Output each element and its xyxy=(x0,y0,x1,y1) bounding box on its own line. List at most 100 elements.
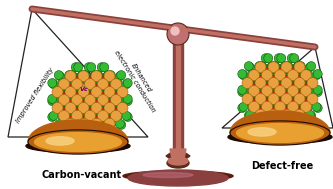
Circle shape xyxy=(307,62,316,71)
Circle shape xyxy=(85,79,96,90)
Circle shape xyxy=(268,93,279,104)
Circle shape xyxy=(307,93,316,102)
Circle shape xyxy=(250,99,258,107)
Ellipse shape xyxy=(236,124,323,142)
Circle shape xyxy=(264,85,273,94)
Circle shape xyxy=(274,101,283,110)
Circle shape xyxy=(271,94,280,103)
Polygon shape xyxy=(8,9,148,137)
Circle shape xyxy=(78,86,87,95)
Circle shape xyxy=(274,119,283,128)
Circle shape xyxy=(261,72,270,81)
Circle shape xyxy=(294,62,305,73)
Circle shape xyxy=(303,85,312,94)
Circle shape xyxy=(73,108,81,116)
Circle shape xyxy=(266,63,275,72)
Circle shape xyxy=(109,111,118,120)
Circle shape xyxy=(106,84,114,92)
Circle shape xyxy=(91,71,100,80)
Circle shape xyxy=(65,105,74,114)
Circle shape xyxy=(251,88,260,97)
Circle shape xyxy=(265,102,274,111)
Circle shape xyxy=(298,94,307,103)
Circle shape xyxy=(48,97,57,106)
Circle shape xyxy=(104,102,113,111)
Circle shape xyxy=(282,107,290,115)
Circle shape xyxy=(248,88,257,97)
Circle shape xyxy=(71,110,80,119)
Circle shape xyxy=(244,62,253,71)
Circle shape xyxy=(258,63,267,72)
Circle shape xyxy=(299,71,308,80)
Circle shape xyxy=(67,120,76,129)
Circle shape xyxy=(74,63,83,72)
Circle shape xyxy=(64,88,73,97)
Circle shape xyxy=(302,99,310,107)
Circle shape xyxy=(239,71,248,80)
Circle shape xyxy=(271,79,280,88)
Circle shape xyxy=(98,79,109,90)
Circle shape xyxy=(117,120,126,129)
Circle shape xyxy=(86,92,94,100)
Circle shape xyxy=(111,94,122,105)
Circle shape xyxy=(77,72,86,81)
Circle shape xyxy=(278,87,287,95)
Circle shape xyxy=(300,101,311,112)
Circle shape xyxy=(251,72,260,81)
Circle shape xyxy=(54,102,63,111)
Circle shape xyxy=(242,77,253,89)
Circle shape xyxy=(87,97,96,106)
Circle shape xyxy=(122,80,131,89)
Text: Improved flexibility: Improved flexibility xyxy=(15,66,55,124)
Circle shape xyxy=(307,111,316,120)
Circle shape xyxy=(78,105,87,114)
Circle shape xyxy=(67,84,75,92)
Circle shape xyxy=(70,111,79,120)
Circle shape xyxy=(292,110,301,119)
Circle shape xyxy=(282,91,290,99)
Ellipse shape xyxy=(46,137,74,145)
Circle shape xyxy=(78,118,89,129)
Circle shape xyxy=(78,89,87,98)
Ellipse shape xyxy=(128,170,228,186)
Circle shape xyxy=(87,112,96,122)
Text: Carbon-vacant: Carbon-vacant xyxy=(42,170,122,180)
Circle shape xyxy=(97,112,106,122)
Circle shape xyxy=(88,111,97,120)
Circle shape xyxy=(67,102,76,111)
Ellipse shape xyxy=(35,133,122,151)
Circle shape xyxy=(277,54,286,63)
Circle shape xyxy=(287,54,296,63)
Circle shape xyxy=(274,70,285,81)
Circle shape xyxy=(103,119,112,128)
Circle shape xyxy=(104,89,113,98)
Circle shape xyxy=(274,101,285,112)
Circle shape xyxy=(100,110,109,119)
Circle shape xyxy=(167,23,189,45)
Circle shape xyxy=(58,79,67,88)
Circle shape xyxy=(100,94,109,103)
Circle shape xyxy=(238,70,247,79)
Circle shape xyxy=(255,77,266,89)
Circle shape xyxy=(58,94,67,103)
Circle shape xyxy=(61,79,70,88)
Circle shape xyxy=(110,81,119,90)
Circle shape xyxy=(286,71,295,80)
Circle shape xyxy=(274,85,285,97)
Circle shape xyxy=(260,102,269,111)
Circle shape xyxy=(244,80,253,89)
Circle shape xyxy=(274,72,283,81)
Circle shape xyxy=(58,112,67,122)
Circle shape xyxy=(70,80,79,89)
Circle shape xyxy=(300,72,309,81)
Circle shape xyxy=(261,101,270,110)
Circle shape xyxy=(248,70,257,79)
Circle shape xyxy=(273,71,282,80)
Text: Enhanced
electronic conduction: Enhanced electronic conduction xyxy=(114,46,163,114)
Circle shape xyxy=(268,111,277,120)
Circle shape xyxy=(85,94,96,105)
Circle shape xyxy=(65,87,76,98)
Circle shape xyxy=(296,62,305,71)
Circle shape xyxy=(274,85,283,94)
Circle shape xyxy=(305,110,314,119)
